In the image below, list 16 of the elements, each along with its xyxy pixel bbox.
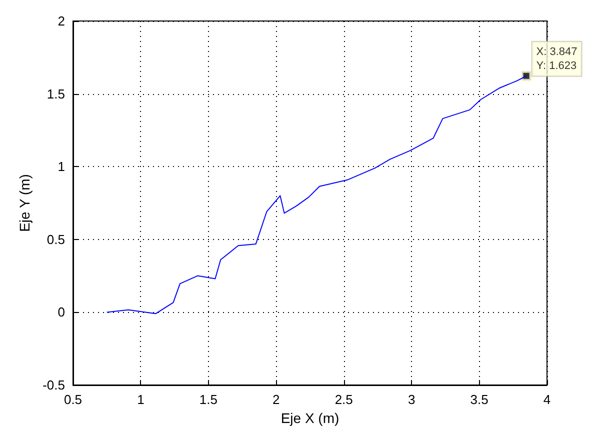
y-tick-label: 0.5 <box>46 232 65 247</box>
x-tick-label: 3 <box>408 392 416 407</box>
annotation: X: 3.847 Y: 1.623 <box>536 46 578 72</box>
x-tick-label: 3.5 <box>470 392 488 407</box>
y-tick-label: -0.5 <box>42 378 65 392</box>
y-tick-label: 1 <box>58 159 65 174</box>
y-tick-label: 0 <box>58 304 65 320</box>
y-axis-title: Eje Y (m) <box>16 174 33 232</box>
x-tick-label: 2 <box>272 392 280 407</box>
x-tick-label: 1 <box>137 392 144 407</box>
x-tick-label: 4 <box>543 392 551 407</box>
x-tick-label: 1.5 <box>199 392 218 407</box>
x-axis-title: Eje X (m) <box>280 410 340 426</box>
y-tick-label: 2 <box>58 14 65 28</box>
x-tick-label: 2.5 <box>334 392 353 407</box>
y-tick-label: 1.5 <box>46 86 65 102</box>
